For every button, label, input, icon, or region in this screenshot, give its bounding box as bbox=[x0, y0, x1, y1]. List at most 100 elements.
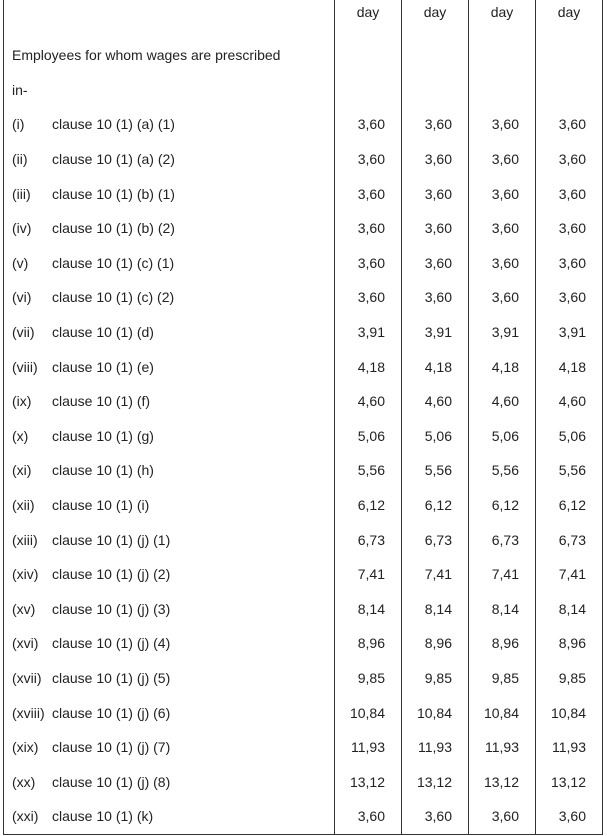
wage-table: day day day day Employees for whom wages… bbox=[3, 0, 603, 835]
table-row: (vii) clause 10 (1) (d) 3,91 3,91 3,91 3,91 bbox=[3, 314, 603, 350]
row-number: (xii) bbox=[12, 497, 35, 514]
wage-value: 3,91 bbox=[535, 314, 603, 350]
table-row: (xiii) clause 10 (1) (j) (1) 6,73 6,73 6,73 6… bbox=[3, 522, 603, 557]
empty-cell bbox=[401, 38, 469, 73]
wage-value: 6,12 bbox=[535, 487, 603, 523]
wage-value: 7,41 bbox=[468, 556, 536, 592]
row-clause: clause 10 (1) (i) bbox=[52, 497, 150, 514]
wage-value: 10,84 bbox=[334, 695, 402, 730]
wage-value: 3,60 bbox=[535, 245, 603, 281]
row-label-cell: (i) clause 10 (1) (a) (1) bbox=[3, 107, 335, 142]
wage-value: 4,60 bbox=[535, 383, 603, 419]
wage-table-body: day day day day Employees for whom wages… bbox=[3, 0, 603, 835]
wage-value: 4,18 bbox=[468, 349, 536, 384]
row-label-cell: (xix) clause 10 (1) (j) (7) bbox=[3, 729, 335, 765]
row-number: (vii) bbox=[12, 324, 35, 341]
row-label-cell: (iv) clause 10 (1) (b) (2) bbox=[3, 210, 335, 246]
wage-value: 8,96 bbox=[535, 626, 603, 661]
row-clause: clause 10 (1) (a) (1) bbox=[52, 116, 175, 133]
table-row: (iv) clause 10 (1) (b) (2) 3,60 3,60 3,60 3,6… bbox=[3, 210, 603, 246]
row-label-cell: (x) clause 10 (1) (g) bbox=[3, 418, 335, 454]
row-number: (xviii) bbox=[12, 704, 45, 721]
row-clause: clause 10 (1) (k) bbox=[52, 808, 154, 825]
wage-value: 5,06 bbox=[535, 418, 603, 454]
row-label-cell: (xiii) clause 10 (1) (j) (1) bbox=[3, 522, 335, 557]
wage-value: 3,60 bbox=[535, 107, 603, 142]
row-clause: clause 10 (1) (e) bbox=[52, 358, 154, 375]
wage-value: 6,12 bbox=[401, 487, 469, 523]
row-number: (ix) bbox=[12, 393, 32, 410]
row-number: (vi) bbox=[12, 289, 32, 306]
wage-value: 3,60 bbox=[334, 176, 402, 211]
table-row: (v) clause 10 (1) (c) (1) 3,60 3,60 3,60 3,60 bbox=[3, 245, 603, 281]
row-clause: clause 10 (1) (b) (1) bbox=[52, 185, 175, 202]
row-number: (iii) bbox=[12, 185, 31, 202]
row-label-cell: (vi) clause 10 (1) (c) (2) bbox=[3, 280, 335, 315]
wage-value: 8,14 bbox=[401, 591, 469, 627]
row-label-cell: (xiv) clause 10 (1) (j) (2) bbox=[3, 556, 335, 592]
row-label-cell: (xviii) clause 10 (1) (j) (6) bbox=[3, 695, 335, 730]
wage-value: 3,60 bbox=[468, 176, 536, 211]
table-row: (xv) clause 10 (1) (j) (3) 8,14 8,14 8,14 8,1… bbox=[3, 591, 603, 627]
empty-cell bbox=[535, 72, 603, 108]
wage-value: 3,60 bbox=[334, 245, 402, 281]
wage-value: 9,85 bbox=[334, 660, 402, 696]
row-label-cell: (xvii) clause 10 (1) (j) (5) bbox=[3, 660, 335, 696]
row-label-cell: (viii) clause 10 (1) (e) bbox=[3, 349, 335, 384]
wage-value: 3,60 bbox=[334, 141, 402, 177]
row-number: (xvii) bbox=[12, 669, 42, 686]
header-row: day day day day bbox=[3, 0, 603, 38]
table-row: (xii) clause 10 (1) (i) 6,12 6,12 6,12 6,12 bbox=[3, 487, 603, 523]
wage-value: 8,14 bbox=[468, 591, 536, 627]
wage-value: 5,06 bbox=[401, 418, 469, 454]
row-number: (v) bbox=[12, 254, 29, 271]
wage-value: 7,41 bbox=[334, 556, 402, 592]
wage-value: 13,12 bbox=[535, 764, 603, 800]
wage-value: 3,60 bbox=[468, 210, 536, 246]
wage-value: 13,12 bbox=[468, 764, 536, 800]
table-row: (xxi) clause 10 (1) (k) 3,60 3,60 3,60 3,60 bbox=[3, 799, 603, 835]
row-clause: clause 10 (1) (j) (6) bbox=[52, 704, 171, 721]
column-header: day bbox=[334, 0, 402, 38]
wage-value: 3,60 bbox=[468, 280, 536, 315]
wage-value: 3,60 bbox=[535, 210, 603, 246]
wage-value: 9,85 bbox=[401, 660, 469, 696]
empty-cell bbox=[535, 38, 603, 73]
wage-value: 5,56 bbox=[535, 453, 603, 488]
wage-value: 11,93 bbox=[535, 729, 603, 765]
row-label-cell: (xvi) clause 10 (1) (j) (4) bbox=[3, 626, 335, 661]
row-number: (xv) bbox=[12, 600, 36, 617]
row-clause: clause 10 (1) (j) (5) bbox=[52, 669, 171, 686]
wage-value: 3,60 bbox=[468, 799, 536, 835]
table-row: (vi) clause 10 (1) (c) (2) 3,60 3,60 3,60 3,6… bbox=[3, 280, 603, 315]
row-label-cell: (ix) clause 10 (1) (f) bbox=[3, 383, 335, 419]
wage-value: 11,93 bbox=[468, 729, 536, 765]
row-clause: clause 10 (1) (b) (2) bbox=[52, 220, 175, 237]
table-row: (xvii) clause 10 (1) (j) (5) 9,85 9,85 9,85 9… bbox=[3, 660, 603, 696]
row-label-cell: (v) clause 10 (1) (c) (1) bbox=[3, 245, 335, 281]
intro-text: in- bbox=[3, 72, 335, 108]
header-label-cell bbox=[3, 0, 335, 38]
wage-value: 3,60 bbox=[401, 210, 469, 246]
wage-value: 6,73 bbox=[401, 522, 469, 557]
row-clause: clause 10 (1) (a) (2) bbox=[52, 151, 175, 168]
table-row: (iii) clause 10 (1) (b) (1) 3,60 3,60 3,60 3,… bbox=[3, 176, 603, 211]
row-number: (xxi) bbox=[12, 808, 39, 825]
row-clause: clause 10 (1) (j) (4) bbox=[52, 635, 171, 652]
wage-value: 8,96 bbox=[468, 626, 536, 661]
wage-value: 4,60 bbox=[401, 383, 469, 419]
row-clause: clause 10 (1) (c) (1) bbox=[52, 254, 175, 271]
wage-value: 3,60 bbox=[468, 141, 536, 177]
wage-value: 5,56 bbox=[468, 453, 536, 488]
empty-cell bbox=[334, 38, 402, 73]
wage-value: 3,60 bbox=[401, 280, 469, 315]
column-header: day bbox=[535, 0, 603, 38]
wage-value: 3,60 bbox=[401, 141, 469, 177]
wage-value: 10,84 bbox=[535, 695, 603, 730]
row-number: (xiii) bbox=[12, 531, 38, 548]
row-clause: clause 10 (1) (j) (7) bbox=[52, 739, 171, 756]
wage-value: 4,18 bbox=[535, 349, 603, 384]
intro-text: Employees for whom wages are prescribed bbox=[3, 38, 335, 73]
wage-value: 6,12 bbox=[334, 487, 402, 523]
wage-value: 3,60 bbox=[334, 210, 402, 246]
